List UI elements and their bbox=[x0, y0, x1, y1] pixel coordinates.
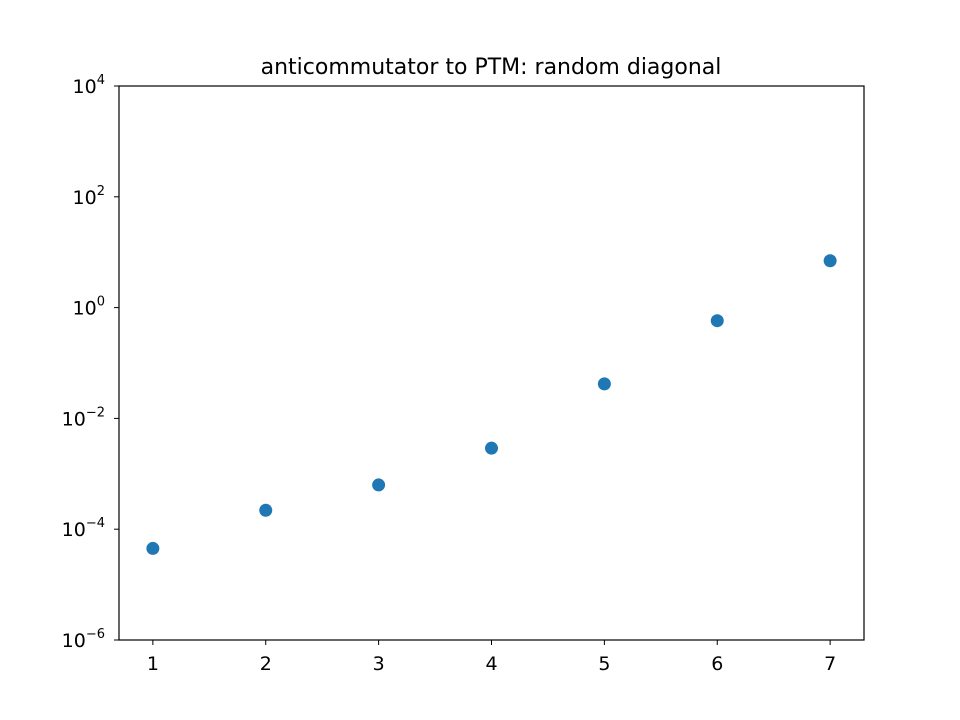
x-tick-label: 3 bbox=[373, 653, 385, 675]
y-tick-label: 10−6 bbox=[62, 627, 105, 652]
y-tick-label: 10−4 bbox=[62, 516, 105, 541]
data-point bbox=[597, 377, 611, 391]
x-tick-label: 5 bbox=[598, 653, 610, 675]
y-tick-label: 100 bbox=[73, 295, 105, 320]
data-point bbox=[485, 441, 498, 455]
x-tick-label: 1 bbox=[147, 653, 159, 675]
data-point bbox=[146, 541, 160, 555]
x-axis: 1 2 3 4 5 6 7 bbox=[147, 640, 836, 675]
plot-frame bbox=[118, 85, 865, 641]
y-tick-label: 102 bbox=[73, 184, 105, 209]
y-axis: 10−6 10−4 10−2 100 102 104 bbox=[62, 73, 119, 652]
data-points bbox=[146, 254, 837, 555]
data-point bbox=[259, 503, 273, 517]
y-tick-label: 104 bbox=[73, 73, 105, 98]
x-tick-label: 4 bbox=[485, 653, 497, 675]
data-point bbox=[372, 478, 386, 492]
x-tick-label: 2 bbox=[260, 653, 272, 675]
data-point bbox=[823, 254, 837, 268]
chart-title: anticommutator to PTM: random diagonal bbox=[261, 55, 722, 80]
y-tick-label: 10−2 bbox=[62, 405, 105, 430]
x-tick-label: 6 bbox=[711, 653, 723, 675]
data-point bbox=[710, 314, 724, 328]
x-tick-label: 7 bbox=[824, 653, 836, 675]
